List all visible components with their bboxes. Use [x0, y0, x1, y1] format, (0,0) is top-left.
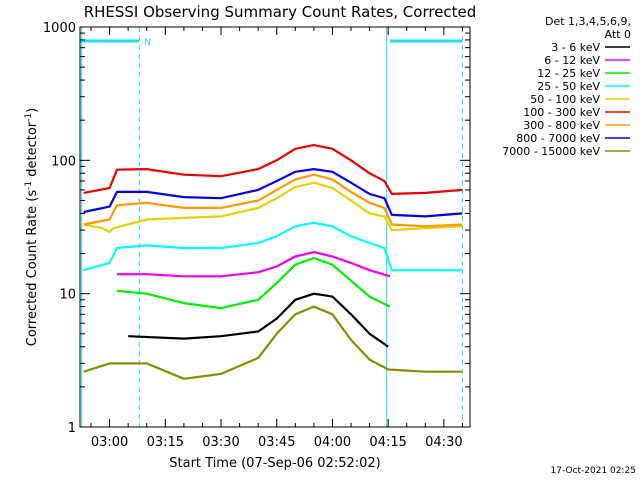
series-lines [83, 144, 463, 380]
y-tick-label: 10 [59, 288, 76, 303]
night-markers: N [80, 27, 463, 427]
y-tick-label: 1 [68, 421, 76, 436]
series-line-1 [117, 251, 391, 278]
y-tick-label: 1000 [43, 21, 76, 36]
chart-title: RHESSI Observing Summary Count Rates, Co… [84, 3, 477, 21]
series-line-0 [128, 292, 389, 348]
legend-label: 7000 - 15000 keV [502, 145, 600, 158]
x-axis-label: Start Time (07-Sep-06 02:52:02) [169, 456, 380, 471]
y-axis-label-main: Corrected Count Rate (s [25, 190, 40, 347]
series-line-8 [83, 305, 463, 380]
x-tick-label: 03:45 [258, 435, 295, 450]
series-line-7 [83, 168, 463, 218]
legend-label: 3 - 6 keV [551, 41, 600, 54]
legend-label: 50 - 100 keV [530, 93, 600, 106]
y-tick-label: 100 [51, 154, 76, 169]
night-label: N [144, 38, 151, 48]
x-tick-label: 04:15 [369, 435, 406, 450]
x-tick-label: 04:30 [425, 435, 462, 450]
x-tick-label: 03:00 [91, 435, 128, 450]
y-axis-ticks: 1 10 100 1000 [43, 21, 470, 436]
y-axis-label-mid: detector [25, 121, 40, 181]
legend-label: 300 - 800 keV [523, 119, 600, 132]
legend-label: 25 - 50 keV [537, 80, 600, 93]
series-line-6 [83, 173, 463, 228]
series-line-3 [83, 221, 463, 272]
plot-frame [79, 26, 471, 428]
series-line-5 [83, 144, 463, 195]
y-axis-label: Corrected Count Rate (s-1 detector-1) [24, 108, 40, 346]
x-tick-label: 03:30 [202, 435, 239, 450]
plot-area: N 1 10 100 1000 03:00 03:15 03:30 03:45 04:00 04… [43, 21, 471, 450]
legend-label: 12 - 25 keV [537, 67, 600, 80]
legend-label: 100 - 300 keV [523, 106, 600, 119]
series-line-2 [116, 256, 391, 310]
timestamp: 17-Oct-2021 02:25 [551, 466, 636, 476]
y-axis-label-end: ) [25, 108, 40, 113]
legend-header-line1: Det 1,3,4,5,6,9, [545, 15, 631, 28]
series-line-4 [83, 181, 463, 234]
y-axis-label-sup1: -1 [24, 181, 34, 190]
x-axis-ticks: 03:00 03:15 03:30 03:45 04:00 04:15 04:30 [90, 27, 463, 450]
x-tick-label: 03:15 [147, 435, 184, 450]
legend-header-line2: Att 0 [605, 28, 631, 41]
x-tick-label: 04:00 [314, 435, 351, 450]
legend-label: 6 - 12 keV [544, 54, 600, 67]
legend-label: 800 - 7000 keV [516, 132, 600, 145]
y-axis-label-sup2: -1 [24, 113, 34, 122]
